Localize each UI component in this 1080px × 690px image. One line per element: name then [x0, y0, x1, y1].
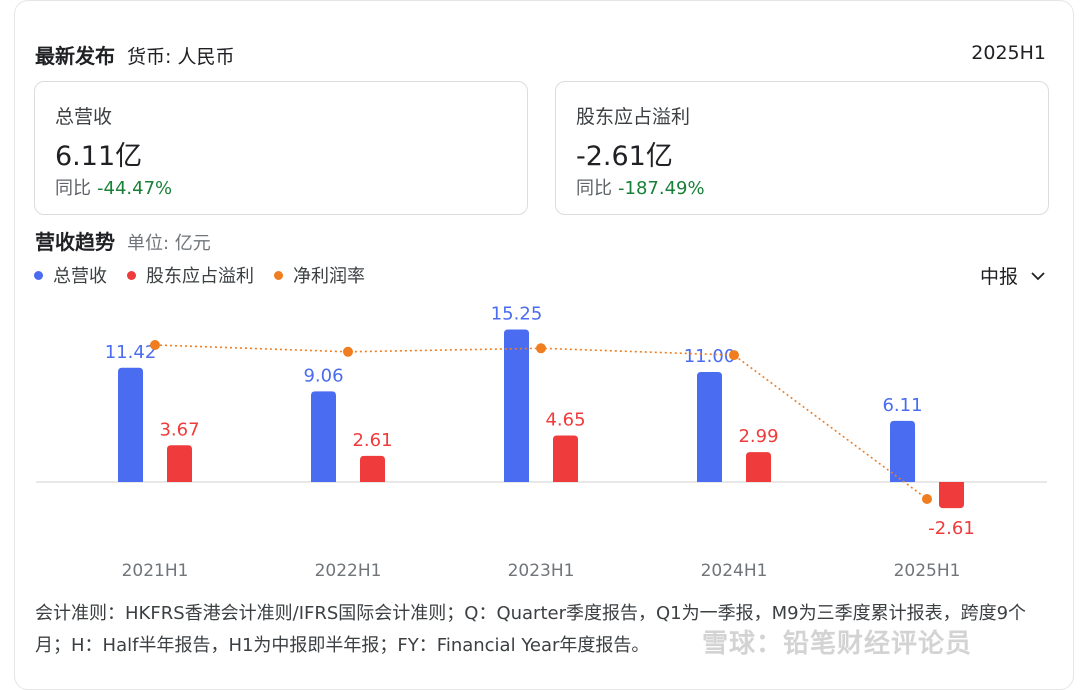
section-heading: 营收趋势 — [35, 230, 115, 254]
card-header: 最新发布 货币: 人民币 — [35, 40, 234, 69]
legend-item-revenue[interactable]: 总营收 — [34, 262, 107, 288]
yoy-value: -44.47% — [97, 178, 173, 199]
yoy-value: -187.49% — [618, 178, 705, 199]
stat-card-profit: 股东应占溢利 -2.61亿 同比 -187.49% — [555, 81, 1049, 215]
bar-revenue — [118, 367, 143, 482]
period-dropdown-label: 中报 — [979, 266, 1018, 288]
data-label-revenue: 11.00 — [684, 346, 736, 367]
currency-label: 货币: 人民币 — [127, 46, 235, 68]
bar-revenue — [697, 372, 722, 482]
stat-label: 总营收 — [55, 106, 113, 128]
point-net-margin — [343, 346, 353, 357]
bar-profit — [939, 482, 964, 509]
chevron-down-icon — [1031, 271, 1045, 280]
period-dropdown[interactable]: 中报 — [980, 262, 1046, 289]
bar-revenue — [890, 420, 915, 482]
stat-yoy: 同比 -44.47% — [55, 174, 172, 200]
stat-label: 股东应占溢利 — [576, 106, 691, 128]
stat-yoy: 同比 -187.49% — [576, 174, 705, 200]
point-net-margin — [922, 494, 932, 504]
chart-legend: 总营收 股东应占溢利 净利润率 — [34, 262, 385, 288]
point-net-margin — [536, 343, 546, 354]
revenue-chart: 11.42 3.67 2021H1 9.06 2.61 2022H1 15.25 4.65 20… — [36, 304, 1047, 581]
footnote: 会计准则：HKFRS香港会计准则/IFRS国际会计准则；Q：Quarter季度报… — [35, 603, 1027, 656]
data-label-profit: 2.61 — [352, 430, 392, 451]
legend-item-profit[interactable]: 股东应占溢利 — [127, 262, 254, 288]
x-tick-label: 2022H1 — [315, 561, 382, 581]
unit-label: 单位: 亿元 — [127, 233, 211, 254]
watermark-text: 雪球：铅笔财经评论员 — [702, 629, 973, 659]
x-tick-label: 2023H1 — [508, 561, 575, 581]
data-label-profit: 4.65 — [545, 410, 585, 431]
legend-label: 总营收 — [53, 266, 107, 287]
data-label-revenue: 15.25 — [491, 304, 543, 325]
bar-revenue — [504, 329, 529, 482]
bar-profit — [553, 435, 578, 482]
data-label-profit: 3.67 — [159, 419, 199, 440]
stat-card-revenue: 总营收 6.11亿 同比 -44.47% — [34, 81, 528, 215]
data-label-profit: -2.61 — [928, 518, 975, 539]
line-net-margin — [154, 344, 928, 500]
data-label-revenue: 11.42 — [105, 342, 157, 363]
bar-profit — [360, 455, 385, 482]
x-tick-label: 2025H1 — [894, 561, 961, 581]
x-tick-label: 2021H1 — [122, 561, 189, 581]
legend-dot-icon — [34, 270, 43, 280]
data-label-profit: 2.99 — [738, 426, 778, 447]
section-title: 营收趋势 单位: 亿元 — [35, 226, 211, 255]
x-tick-label: 2024H1 — [701, 561, 768, 581]
legend-dot-icon — [274, 270, 283, 280]
legend-item-margin[interactable]: 净利润率 — [274, 262, 365, 288]
yoy-label: 同比 — [576, 178, 612, 199]
stat-value: -2.61亿 — [576, 141, 673, 172]
bar-profit — [167, 445, 192, 482]
point-net-margin — [729, 350, 739, 361]
report-period: 2025H1 — [971, 42, 1046, 64]
legend-dot-icon — [127, 270, 136, 280]
stat-value: 6.11亿 — [55, 141, 143, 172]
data-label-revenue: 9.06 — [303, 365, 343, 386]
legend-label: 净利润率 — [293, 266, 365, 287]
legend-label: 股东应占溢利 — [146, 266, 254, 287]
yoy-label: 同比 — [55, 178, 91, 199]
point-net-margin — [150, 340, 160, 350]
data-label-revenue: 6.11 — [882, 395, 922, 416]
header-title: 最新发布 — [35, 44, 115, 68]
bar-profit — [746, 452, 771, 482]
bar-revenue — [311, 391, 336, 482]
